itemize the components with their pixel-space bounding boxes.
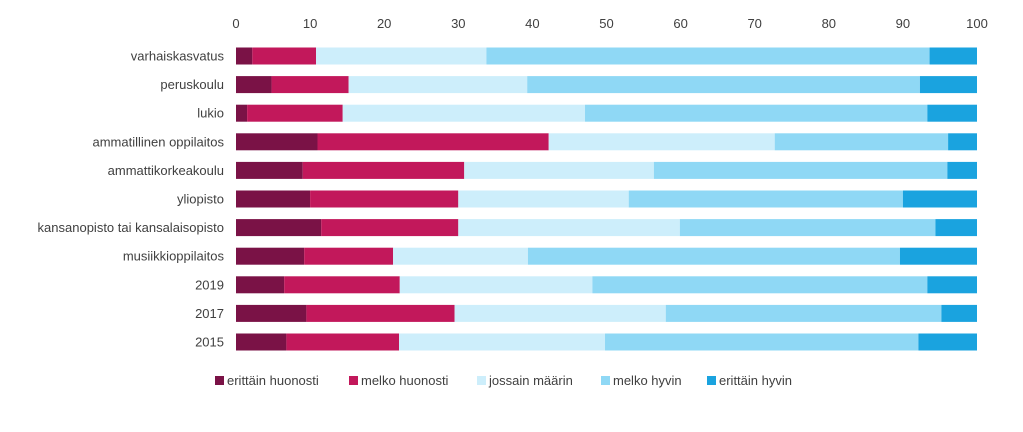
bar-segment-2 <box>306 304 455 322</box>
bars-group <box>236 47 977 351</box>
x-tick-label: 80 <box>822 16 836 31</box>
x-tick-label: 60 <box>673 16 687 31</box>
bar-segment-4 <box>628 190 903 208</box>
bar-segment-4 <box>679 219 936 237</box>
legend-swatch <box>349 376 358 385</box>
legend-swatch <box>215 376 224 385</box>
bar-segment-1 <box>236 333 287 351</box>
x-tick-label: 50 <box>599 16 613 31</box>
bar-segment-5 <box>947 161 977 179</box>
bar-segment-3 <box>464 161 654 179</box>
bar-segment-1 <box>236 247 305 265</box>
bar-segment-5 <box>935 219 977 237</box>
bar-segment-1 <box>236 304 307 322</box>
bar-segment-5 <box>902 190 977 208</box>
bar-segment-4 <box>774 133 949 151</box>
bar-segment-1 <box>236 133 318 151</box>
legend-label: erittäin hyvin <box>719 373 792 388</box>
bar-segment-3 <box>342 104 586 122</box>
legend-label: melko huonosti <box>361 373 449 388</box>
legend-label: melko hyvin <box>613 373 682 388</box>
legend-swatch <box>477 376 486 385</box>
x-tick-label: 0 <box>232 16 239 31</box>
bar-segment-5 <box>927 276 977 294</box>
x-tick-label: 100 <box>966 16 988 31</box>
legend-label: erittäin huonosti <box>227 373 319 388</box>
category-labels: varhaiskasvatus peruskoulu lukio ammatillin… <box>38 49 225 350</box>
bar-segment-4 <box>527 247 900 265</box>
category-label: ammatillinen oppilaitos <box>92 134 224 149</box>
bar-segment-3 <box>548 133 775 151</box>
bar-segment-2 <box>271 76 349 94</box>
bar-segment-3 <box>458 219 680 237</box>
bar-segment-1 <box>236 219 322 237</box>
legend-swatch <box>707 376 716 385</box>
bar-segment-2 <box>321 219 459 237</box>
legend-swatch <box>601 376 610 385</box>
bar-segment-3 <box>399 276 593 294</box>
bar-segment-5 <box>941 304 977 322</box>
bar-segment-1 <box>236 161 303 179</box>
bar-segment-2 <box>317 133 549 151</box>
bar-segment-3 <box>348 76 528 94</box>
category-label: yliopisto <box>177 192 224 207</box>
x-tick-label: 30 <box>451 16 465 31</box>
category-label: 2017 <box>195 306 224 321</box>
category-label: 2019 <box>195 277 224 292</box>
category-label: peruskoulu <box>160 77 224 92</box>
category-label: ammattikorkeakoulu <box>108 163 224 178</box>
bar-segment-3 <box>399 333 606 351</box>
bar-segment-2 <box>286 333 400 351</box>
bar-segment-4 <box>653 161 948 179</box>
bar-segment-4 <box>605 333 919 351</box>
bar-segment-5 <box>948 133 977 151</box>
bar-segment-1 <box>236 76 272 94</box>
bar-segment-3 <box>393 247 528 265</box>
bar-segment-1 <box>236 47 253 65</box>
bar-segment-1 <box>236 276 285 294</box>
legend: erittäin huonosti melko huonosti jossain m… <box>215 373 792 388</box>
bar-segment-1 <box>236 104 248 122</box>
bar-segment-4 <box>592 276 928 294</box>
x-tick-label: 90 <box>896 16 910 31</box>
legend-label: jossain määrin <box>488 373 573 388</box>
bar-segment-5 <box>929 47 977 65</box>
x-tick-label: 10 <box>303 16 317 31</box>
x-tick-label: 20 <box>377 16 391 31</box>
category-label: varhaiskasvatus <box>131 49 225 64</box>
bar-segment-3 <box>454 304 666 322</box>
category-label: musiikkioppilaitos <box>123 249 225 264</box>
x-tick-label: 70 <box>747 16 761 31</box>
bar-segment-2 <box>284 276 400 294</box>
bar-segment-5 <box>899 247 977 265</box>
bar-segment-2 <box>304 247 394 265</box>
category-label: lukio <box>197 106 224 121</box>
bar-segment-3 <box>316 47 487 65</box>
bar-segment-4 <box>527 76 920 94</box>
bar-segment-5 <box>919 76 977 94</box>
bar-segment-3 <box>458 190 629 208</box>
x-tick-label: 40 <box>525 16 539 31</box>
bar-segment-2 <box>310 190 459 208</box>
bar-segment-2 <box>252 47 317 65</box>
bar-segment-4 <box>486 47 930 65</box>
bar-segment-4 <box>665 304 942 322</box>
bar-segment-2 <box>247 104 343 122</box>
bar-segment-5 <box>927 104 977 122</box>
x-axis-ticks: 0 10 20 30 40 50 60 70 80 90 100 <box>232 16 987 31</box>
category-label: 2015 <box>195 335 224 350</box>
category-label: kansanopisto tai kansalaisopisto <box>38 220 224 235</box>
bar-segment-2 <box>302 161 465 179</box>
bar-segment-5 <box>918 333 977 351</box>
bar-segment-1 <box>236 190 311 208</box>
bar-segment-4 <box>585 104 928 122</box>
